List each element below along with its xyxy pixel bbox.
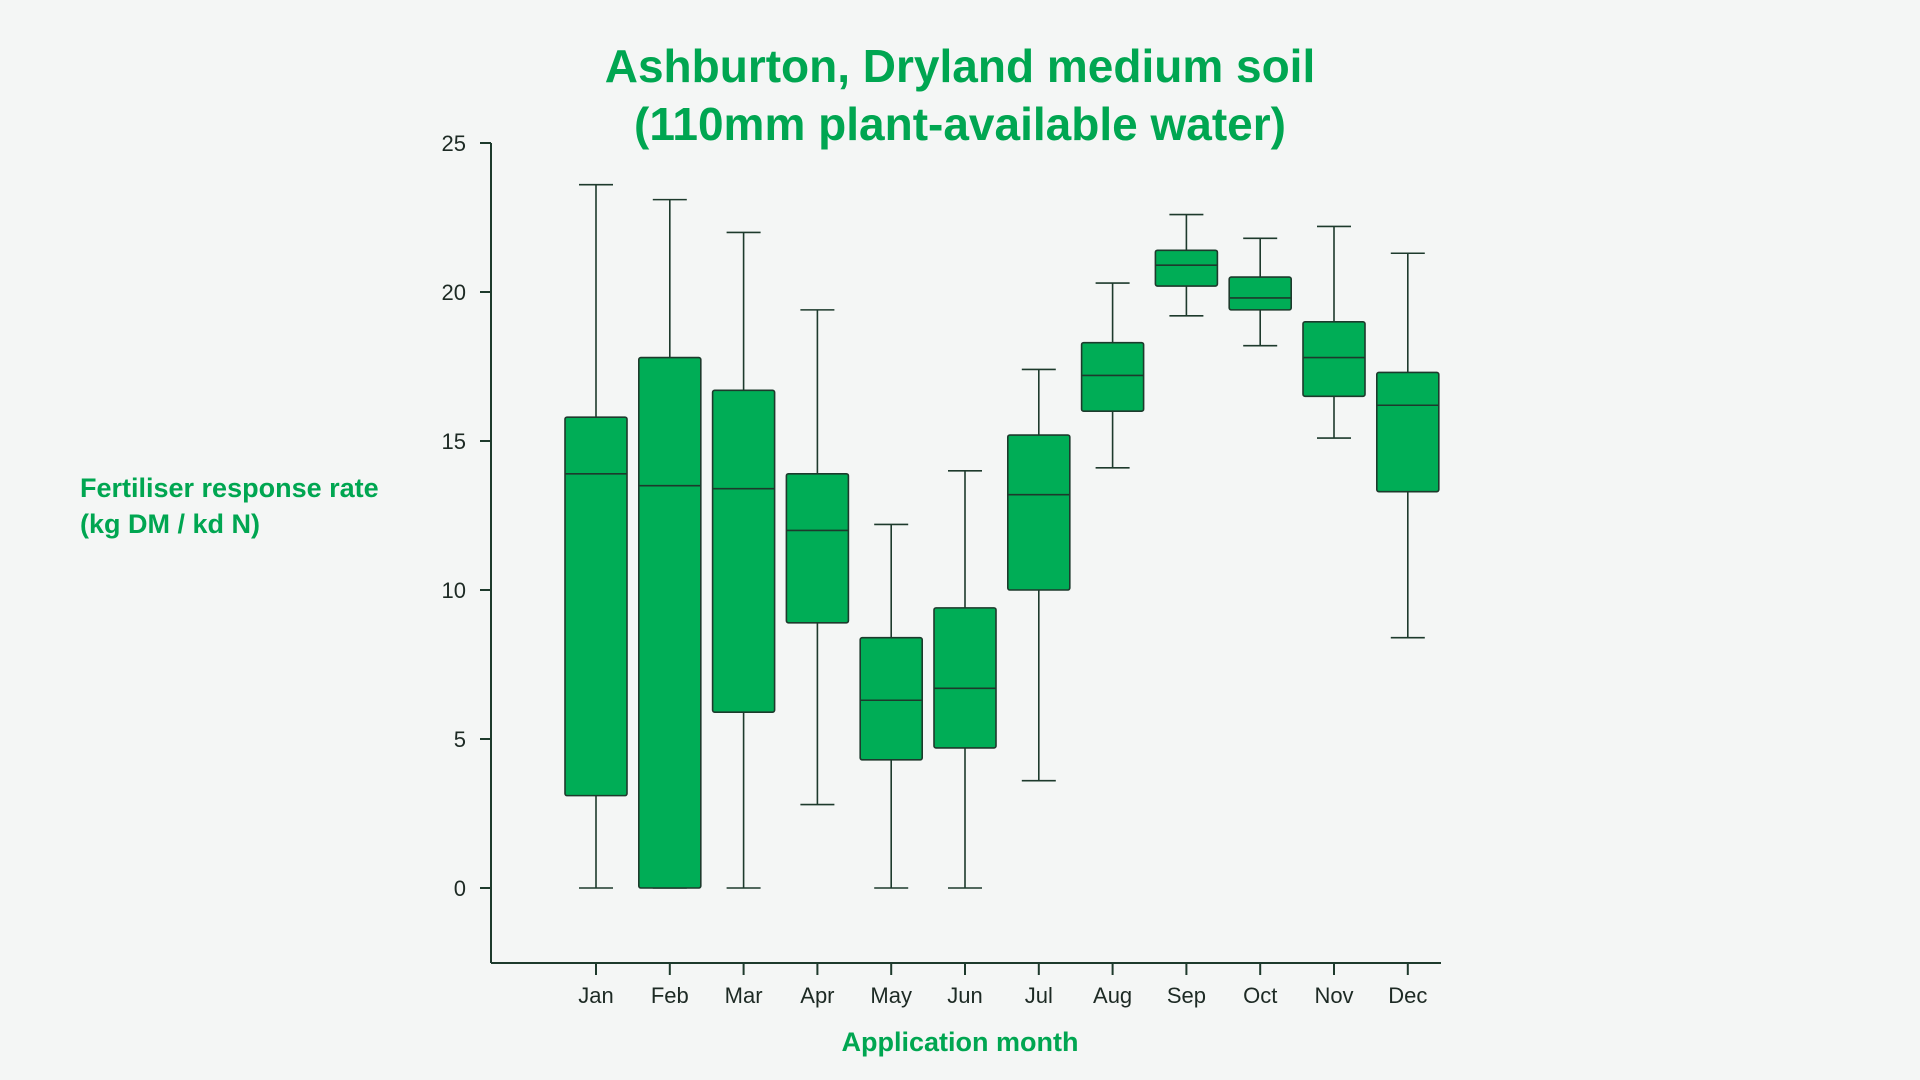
y-tick-label-5: 5 bbox=[454, 727, 466, 752]
y-tick-label-10: 10 bbox=[442, 578, 466, 603]
box-feb bbox=[637, 356, 702, 889]
x-tick-label-dec: Dec bbox=[1388, 983, 1427, 1008]
x-tick-label-jul: Jul bbox=[1025, 983, 1053, 1008]
box-aug bbox=[1080, 341, 1145, 413]
x-tick-label-oct: Oct bbox=[1243, 983, 1277, 1008]
y-axis-label-line-1: Fertiliser response rate bbox=[80, 473, 379, 503]
chart-title-line-1: Ashburton, Dryland medium soil bbox=[604, 40, 1316, 92]
x-tick-label-apr: Apr bbox=[800, 983, 834, 1008]
x-tick-label-nov: Nov bbox=[1314, 983, 1353, 1008]
box-mar bbox=[711, 389, 776, 713]
chart-title-line-2: (110mm plant-available water) bbox=[634, 98, 1286, 150]
box-apr bbox=[785, 472, 850, 624]
x-tick-label-aug: Aug bbox=[1093, 983, 1132, 1008]
x-tick-label-feb: Feb bbox=[651, 983, 689, 1008]
y-tick-label-15: 15 bbox=[442, 429, 466, 454]
box-jun bbox=[933, 607, 997, 749]
x-tick-label-may: May bbox=[870, 983, 912, 1008]
box-nov bbox=[1302, 320, 1366, 398]
x-tick-label-jun: Jun bbox=[947, 983, 982, 1008]
box-jul bbox=[1006, 434, 1071, 591]
box-may bbox=[859, 636, 924, 761]
x-tick-label-mar: Mar bbox=[725, 983, 763, 1008]
box-jan bbox=[564, 416, 628, 797]
y-tick-label-0: 0 bbox=[454, 876, 466, 901]
y-tick-label-20: 20 bbox=[442, 280, 466, 305]
box-sep bbox=[1154, 249, 1219, 287]
box-oct bbox=[1228, 276, 1292, 311]
y-tick-label-25: 25 bbox=[442, 131, 466, 156]
x-axis-label: Application month bbox=[841, 1027, 1079, 1057]
x-tick-label-sep: Sep bbox=[1167, 983, 1206, 1008]
x-tick-label-jan: Jan bbox=[578, 983, 613, 1008]
box-dec bbox=[1376, 371, 1440, 493]
y-axis-label-line-2: (kg DM / kd N) bbox=[80, 509, 260, 539]
